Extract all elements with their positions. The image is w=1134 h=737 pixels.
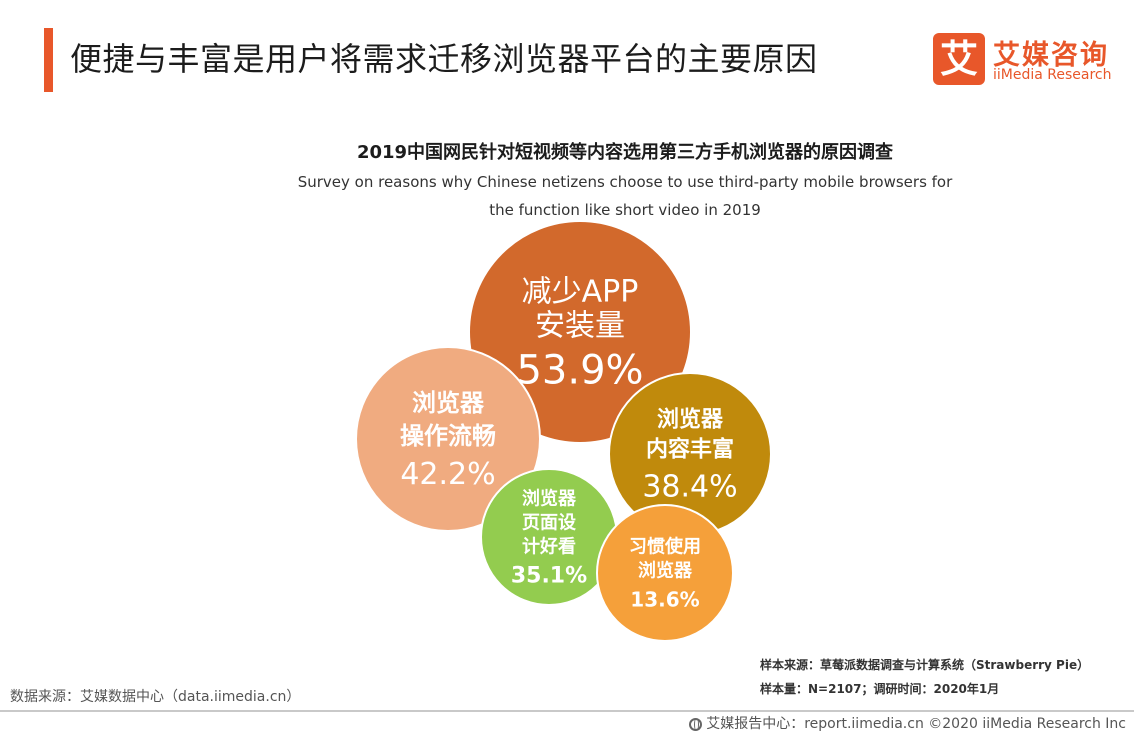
bubble-label-1-2: 安装量 [535,309,625,344]
footer-divider [0,710,1134,712]
title-accent-bar [44,28,53,92]
bubble-label-4-3: 计好看 [522,535,576,557]
bubble-value-1: 53.9% [516,348,643,394]
chart-subtitle-line1: Survey on reasons why Chinese netizens c… [297,173,953,191]
bubble-label-1-1: 减少APP [522,275,639,310]
chart-title: 2019中国网民针对短视频等内容选用第三方手机浏览器的原因调查 [356,142,894,163]
bubble-label-3-2: 内容丰富 [646,437,734,463]
data-source-note: 数据来源：艾媒数据中心（data.iimedia.cn） [10,689,301,705]
page-title: 便捷与丰富是用户将需求迁移浏览器平台的主要原因 [70,40,818,78]
sample-size-note: 样本量：N=2107；调研时间：2020年1月 [760,682,1000,696]
logo-mark: 艾 [933,33,985,85]
bubble-label-3-1: 浏览器 [657,407,724,433]
logo-name-cn: 艾媒咨询 [993,40,1109,71]
footer-text: 艾媒报告中心：report.iimedia.cn ©2020 iiMedia R… [706,716,1126,732]
bubble-label-2-2: 操作流畅 [400,422,496,450]
brand-logo: 艾 艾媒咨询 iiMedia Research [933,33,1113,88]
bubble-label-4-2: 页面设 [522,512,576,533]
bubble-circle-2 [355,346,541,532]
bubble-label-5-2: 浏览器 [638,559,693,581]
bubble-value-4: 35.1% [511,563,587,588]
bubble-label-2-1: 浏览器 [412,389,485,417]
chart-subtitle-line2: the function like short video in 2019 [489,201,761,219]
bubble-value-5: 13.6% [630,587,699,611]
globe-icon [689,718,703,731]
bubble-value-3: 38.4% [642,470,737,505]
bubble-label-4-1: 浏览器 [522,487,577,509]
sample-source-note: 样本来源：草莓派数据调查与计算系统（Strawberry Pie） [760,658,1090,672]
footer: 艾媒报告中心：report.iimedia.cn ©2020 iiMedia R… [689,713,1126,733]
bubble-value-2: 42.2% [400,457,495,492]
logo-name-en: iiMedia Research [993,67,1112,83]
bubble-label-5-1: 习惯使用 [629,535,701,557]
bubble-circle-5 [596,504,734,642]
